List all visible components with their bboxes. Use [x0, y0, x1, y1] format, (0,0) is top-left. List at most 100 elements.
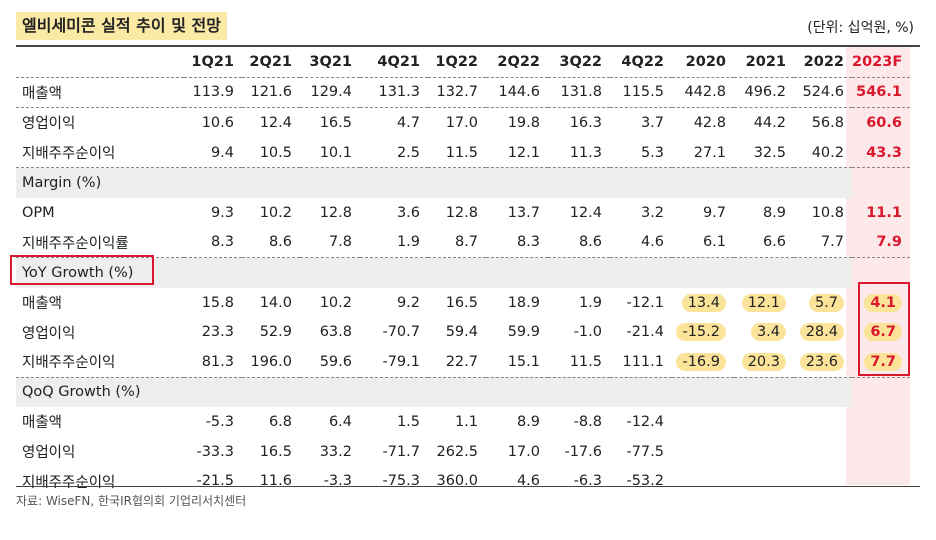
table-cell — [794, 466, 852, 496]
table-cell: 22.7 — [428, 346, 486, 378]
table-cell: 9.4 — [184, 137, 242, 169]
table-cell — [852, 407, 910, 437]
table-cell: 121.6 — [242, 77, 300, 109]
section-filler-cell — [852, 377, 910, 407]
table-cell: 56.8 — [811, 114, 844, 131]
table-cell: 12.1 — [734, 288, 794, 318]
table-cell: 44.2 — [753, 114, 786, 131]
table-cell: 546.1 — [852, 77, 910, 109]
table-cell: 7.7 — [852, 346, 910, 378]
table-cell: 3.7 — [640, 114, 664, 131]
table-cell: 6.8 — [268, 413, 292, 430]
section-filler-cell — [672, 167, 734, 198]
forecast-highlight-box — [858, 282, 910, 376]
bottom-rule — [16, 486, 920, 487]
table-cell: 42.8 — [693, 114, 726, 131]
header-row: 1Q21 2Q21 3Q21 4Q21 1Q22 2Q22 3Q22 4Q22 … — [16, 47, 910, 78]
section-filler-cell — [242, 377, 300, 408]
section-filler-cell — [184, 257, 242, 288]
table-cell: 10.1 — [300, 137, 360, 169]
row-label: 지배주주순이익 — [16, 346, 184, 378]
table-cell: -3.3 — [323, 473, 352, 490]
table-cell: -6.3 — [573, 473, 602, 490]
table-cell: 17.0 — [445, 114, 478, 131]
table-cell — [794, 437, 852, 467]
column-header: 4Q22 — [610, 47, 672, 78]
table-cell: 7.8 — [300, 227, 360, 259]
table-cell: 4.1 — [852, 288, 910, 318]
forecast-column-background — [846, 46, 910, 485]
table-row: 영업이익 10.6 12.4 16.5 4.7 17.0 19.8 16.3 3.7 42.8 44… — [16, 108, 910, 138]
table-cell — [734, 437, 794, 467]
table-cell: 17.0 — [507, 443, 540, 460]
highlighted-value: 13.4 — [681, 293, 726, 312]
table-cell: 8.3 — [184, 227, 242, 259]
table-cell: 144.6 — [486, 77, 548, 109]
table-cell: 16.3 — [569, 114, 602, 131]
table-cell — [672, 407, 734, 437]
section-label: YoY Growth (%) — [16, 257, 184, 288]
table-cell: 11.3 — [548, 137, 610, 169]
column-header-forecast: 2023F — [852, 47, 910, 78]
table-cell: 3.2 — [640, 204, 664, 221]
table-cell: 360.0 — [436, 473, 478, 490]
column-header: 4Q21 — [360, 47, 428, 78]
table-cell: 132.7 — [428, 77, 486, 109]
table-row: 매출액 15.8 14.0 10.2 9.2 16.5 18.9 1.9 -12.1 13.4 12… — [16, 288, 910, 318]
table-cell: 60.6 — [866, 114, 902, 131]
table-row: OPM 9.3 10.2 12.8 3.6 12.8 13.7 12.4 3.2 9.7 8.9 10… — [16, 198, 910, 228]
row-label: 영업이익 — [22, 325, 76, 342]
table-cell: 3.6 — [396, 204, 420, 221]
table-row: 영업이익 -33.3 16.5 33.2 -71.7 262.5 17.0 -17.6 -77.… — [16, 437, 910, 467]
row-label: 매출액 — [22, 415, 63, 432]
table-cell: 15.1 — [486, 346, 548, 378]
section-filler-cell — [428, 257, 486, 288]
section-filler-cell — [734, 167, 794, 198]
highlighted-value: 23.6 — [799, 352, 844, 371]
table-cell: 131.3 — [360, 77, 428, 109]
section-filler-cell — [184, 167, 242, 198]
table-cell: 32.5 — [734, 137, 794, 169]
section-filler-cell — [610, 167, 672, 198]
table-cell: -17.6 — [564, 443, 602, 460]
table-cell: -8.8 — [573, 413, 602, 430]
table-cell: -16.9 — [672, 346, 734, 378]
table-cell: 8.6 — [242, 227, 300, 259]
top-rule — [16, 45, 920, 47]
table-cell — [794, 407, 852, 437]
table-cell: 27.1 — [672, 137, 734, 169]
row-label: 지배주주순이익 — [16, 137, 184, 169]
section-filler-cell — [548, 377, 610, 408]
section-filler-cell — [486, 167, 548, 198]
table-cell: 10.2 — [259, 204, 292, 221]
table-row: 지배주주순이익 81.3 196.0 59.6 -79.1 22.7 15.1 11.5 111… — [16, 346, 910, 378]
table-cell: -21.4 — [626, 324, 664, 341]
table-cell: 11.1 — [866, 204, 902, 221]
source-note: 자료: WiseFN, 한국IR협의회 기업리서치센터 — [16, 494, 247, 508]
table-cell: -70.7 — [382, 324, 420, 341]
table-cell: 9.2 — [396, 294, 420, 311]
table-cell: 129.4 — [300, 77, 360, 109]
row-label: 영업이익 — [22, 445, 76, 462]
table-cell: 10.8 — [811, 204, 844, 221]
table-body: 매출액 113.9 121.6 129.4 131.3 132.7 144.6 131.8 11… — [16, 77, 910, 496]
table-cell: 13.4 — [672, 288, 734, 318]
section-filler-cell — [852, 168, 910, 198]
table-cell — [852, 466, 910, 496]
table-cell: 6.6 — [734, 227, 794, 259]
table-cell: 1.9 — [360, 227, 428, 259]
table-cell: 9.7 — [702, 204, 726, 221]
column-header: 2Q21 — [242, 47, 300, 78]
table-row: 지배주주순이익 9.4 10.5 10.1 2.5 11.5 12.1 11.3 5.3 27.1… — [16, 137, 910, 169]
row-label: 영업이익 — [22, 116, 76, 133]
highlighted-value: 4.1 — [864, 293, 902, 312]
section-filler-cell — [794, 167, 852, 198]
table-cell: 13.7 — [507, 204, 540, 221]
table-cell: 23.6 — [794, 346, 852, 378]
table-cell: 12.4 — [569, 204, 602, 221]
table-cell: 12.1 — [486, 137, 548, 169]
column-header: 1Q21 — [184, 47, 242, 78]
table-cell: 4.7 — [396, 114, 420, 131]
table-cell: 18.9 — [507, 294, 540, 311]
table-cell: 6.7 — [852, 317, 910, 347]
